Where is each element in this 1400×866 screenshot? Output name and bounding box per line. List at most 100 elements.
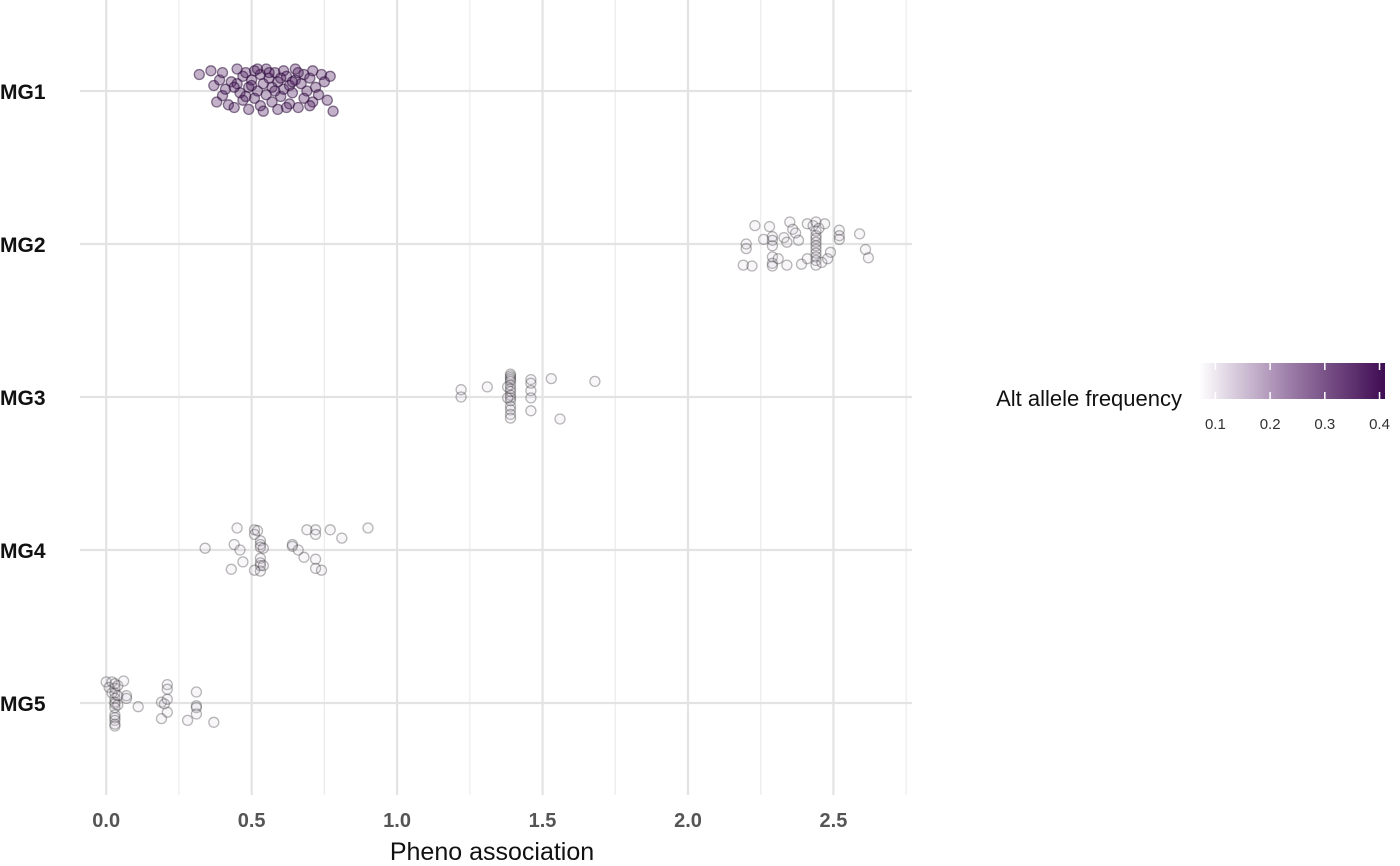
data-point [257,105,269,117]
data-point [109,682,121,694]
x-tick-label: 2.0 [674,810,702,832]
data-point [106,687,118,699]
data-point [801,253,813,265]
data-point [766,257,779,269]
data-point [106,676,118,688]
data-point [795,258,808,270]
data-point [807,219,819,232]
data-point [810,247,822,259]
y-axis-tick-labels: MG1 MG2 MG3 MG4 MG5 [0,81,46,716]
data-point [810,251,822,263]
data-point [109,709,121,721]
data-point [324,524,336,536]
data-point [216,66,229,79]
data-point [784,216,796,228]
data-point [161,678,173,691]
data-point [103,681,115,694]
data-point [766,234,779,246]
data-point [243,103,255,116]
data-point [280,101,293,114]
data-point [272,103,284,116]
data-point [292,544,304,556]
legend-ticks: 0.1 0.2 0.3 0.4 [1205,363,1390,433]
data-point [813,222,825,235]
data-points [100,63,875,732]
x-tick-label: 2.5 [820,810,848,832]
data-point [161,683,173,695]
data-point [234,544,246,556]
data-point [309,524,322,536]
data-point [525,377,537,389]
data-point [190,708,203,720]
data-point [254,538,267,551]
data-point [228,101,240,114]
data-point [109,701,121,714]
data-point [757,233,770,246]
data-point [810,259,822,271]
data-point [801,218,813,230]
data-point [112,679,124,692]
data-point [862,252,875,264]
data-point [266,96,278,108]
data-point [309,528,322,541]
data-point [109,678,121,690]
legend-tick-label: 0.4 [1369,416,1390,433]
data-point [286,540,299,552]
data-point [327,105,339,117]
data-point [315,564,328,576]
data-point [161,693,173,705]
data-point [763,220,776,233]
data-point [240,66,252,79]
data-point [504,385,517,398]
data-point [132,701,144,713]
y-tick-label: MG4 [0,540,46,563]
data-point [504,389,517,401]
x-axis-title: Pheno association [390,838,594,866]
data-point [158,698,171,710]
data-point [504,375,517,388]
data-point [766,240,779,252]
data-point [455,384,467,396]
data-point [833,224,845,236]
data-point [833,230,845,242]
data-point [789,227,802,239]
data-point [248,524,261,536]
data-point [112,699,124,711]
data-point [216,89,229,102]
data-point [254,559,267,572]
data-point [781,236,793,248]
data-point [821,253,834,265]
data-point [120,690,133,702]
data-point [504,379,517,391]
data-point [109,714,121,727]
legend-tick-label: 0.2 [1260,416,1281,433]
data-point [205,65,217,77]
data-point [787,223,799,235]
grid-lines [80,0,912,795]
data-point [324,70,336,82]
data-point [228,538,240,551]
data-point [362,522,374,534]
data-point [810,236,822,248]
data-point [254,552,267,564]
data-point [199,542,211,554]
x-axis-tick-labels: 0.0 0.5 1.0 1.5 2.0 2.5 [92,810,847,832]
color-legend: Alt allele frequency 0.1 0.2 0.3 0.4 [996,363,1390,433]
y-tick-label: MG1 [0,81,46,104]
data-point [109,687,121,699]
data-point [766,231,779,243]
data-point [792,234,805,246]
data-point [746,260,758,272]
data-point [254,541,267,553]
data-point [254,535,267,547]
data-point [504,412,517,424]
data-point [504,373,517,386]
data-point [298,551,310,563]
data-point [810,225,822,237]
data-point [504,392,517,404]
data-point [781,259,793,271]
data-point [309,553,322,565]
data-point [740,242,752,255]
y-tick-label: MG2 [0,234,46,257]
data-point [120,692,133,705]
